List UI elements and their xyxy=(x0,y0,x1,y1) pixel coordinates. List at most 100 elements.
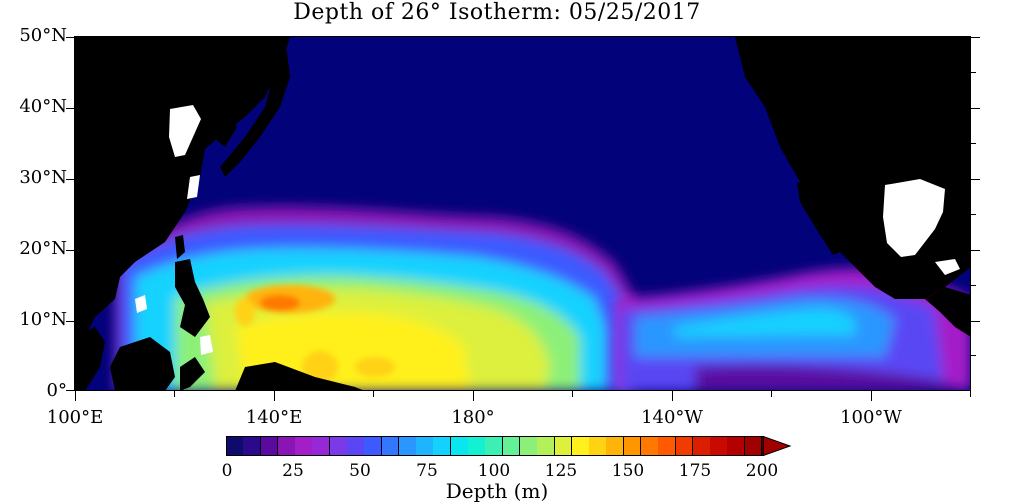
ytick xyxy=(971,250,980,251)
xtick xyxy=(871,391,872,401)
xtick xyxy=(572,391,573,397)
lon-label-100e: 100°E xyxy=(46,407,104,428)
xtick xyxy=(75,391,76,401)
colorbar-cell xyxy=(329,436,348,456)
japan xyxy=(220,37,290,177)
gulf-of-mexico xyxy=(883,179,945,257)
colorbar-cell xyxy=(295,436,313,456)
ytick xyxy=(66,250,75,251)
ytick xyxy=(66,321,75,322)
lat-label-0: 0° xyxy=(46,380,67,401)
caribbean-patch xyxy=(935,259,960,275)
colorbar-cell xyxy=(554,436,573,456)
colorbar-cell xyxy=(589,436,607,456)
lat-label-10n: 10°N xyxy=(19,309,67,330)
ytick xyxy=(971,179,980,180)
xtick xyxy=(473,391,474,401)
colorbar-cell xyxy=(502,436,521,456)
xtick xyxy=(174,391,175,397)
ytick xyxy=(66,179,75,180)
celebes-patch xyxy=(200,335,213,355)
colorbar-tick-label: 150 xyxy=(611,461,645,481)
warm-hotspots xyxy=(235,285,395,383)
colorbar-tick-label: 100 xyxy=(477,461,511,481)
lat-label-50n: 50°N xyxy=(19,25,67,46)
colorbar-cell xyxy=(243,436,262,456)
ytick xyxy=(66,37,75,38)
ytick xyxy=(971,285,976,286)
lat-label-30n: 30°N xyxy=(19,167,67,188)
lon-label-180: 180° xyxy=(451,407,495,428)
colorbar-tick-label: 50 xyxy=(349,461,371,481)
colorbar-tick-label: 175 xyxy=(678,461,712,481)
colorbar-cell xyxy=(381,436,400,456)
colorbar-cell xyxy=(640,436,659,456)
central-america xyxy=(925,287,971,337)
xtick xyxy=(771,391,772,397)
ytick xyxy=(66,390,75,391)
ytick xyxy=(971,321,980,322)
east-pacific-band xyxy=(615,268,971,391)
map-title: Depth of 26° Isotherm: 05/25/2017 xyxy=(293,0,701,25)
lon-label-140e: 140°E xyxy=(245,407,303,428)
colorbar-tick-label: 0 xyxy=(221,461,233,481)
colorbar-cell xyxy=(277,436,296,456)
ytick xyxy=(971,143,976,144)
colorbar-cell xyxy=(692,436,711,456)
indochina xyxy=(75,327,105,391)
lon-label-100w: 100°W xyxy=(840,407,902,428)
ytick xyxy=(971,72,976,73)
ytick xyxy=(971,214,976,215)
ytick xyxy=(66,108,75,109)
colorbar-cell xyxy=(416,436,434,456)
xtick xyxy=(274,391,275,401)
ytick xyxy=(971,355,976,356)
isotherm-depth-map xyxy=(75,37,971,391)
colorbar-cell xyxy=(519,436,538,456)
xtick xyxy=(672,391,673,401)
lon-label-140w: 140°W xyxy=(641,407,703,428)
xtick xyxy=(373,391,374,397)
colorbar-tick-label: 25 xyxy=(282,461,304,481)
colorbar-cell xyxy=(710,436,728,456)
colorbar-tick-label: 75 xyxy=(416,461,438,481)
colorbar-cell xyxy=(226,436,244,456)
colorbar xyxy=(226,436,763,456)
colorbar-tick-label: 200 xyxy=(745,461,779,481)
colorbar-cell xyxy=(675,436,694,456)
taiwan xyxy=(175,235,185,259)
ytick xyxy=(971,37,980,38)
colorbar-title: Depth (m) xyxy=(445,479,549,503)
colorbar-cell xyxy=(606,436,625,456)
lat-label-40n: 40°N xyxy=(19,96,67,117)
ytick xyxy=(971,108,980,109)
colorbar-cell xyxy=(485,436,504,456)
xtick xyxy=(970,391,971,397)
baja-california xyxy=(797,182,840,255)
colorbar-cell xyxy=(744,436,763,456)
south-china-sea-patch xyxy=(135,295,147,313)
colorbar-arrow xyxy=(762,436,792,456)
yellow-sea xyxy=(169,105,201,157)
colorbar-cell xyxy=(347,436,365,456)
colorbar-cell xyxy=(312,436,331,456)
colorbar-tick-label: 125 xyxy=(544,461,578,481)
asia-mainland xyxy=(75,37,290,347)
colorbar-cell xyxy=(260,436,279,456)
korea xyxy=(213,109,237,147)
sulawesi xyxy=(180,357,205,391)
borneo xyxy=(110,337,175,391)
philippines xyxy=(175,259,210,337)
colorbar-cell xyxy=(537,436,555,456)
colorbar-cell xyxy=(727,436,746,456)
colorbar-cell xyxy=(658,436,677,456)
colorbar-cell xyxy=(571,436,590,456)
lat-label-20n: 20°N xyxy=(19,238,67,259)
colorbar-cell xyxy=(450,436,469,456)
colorbar-cell xyxy=(623,436,642,456)
east-china-sea-patch xyxy=(187,175,200,199)
colorbar-cell xyxy=(468,436,486,456)
colorbar-cell xyxy=(364,436,383,456)
new-guinea xyxy=(235,362,365,391)
colorbar-cell xyxy=(433,436,452,456)
